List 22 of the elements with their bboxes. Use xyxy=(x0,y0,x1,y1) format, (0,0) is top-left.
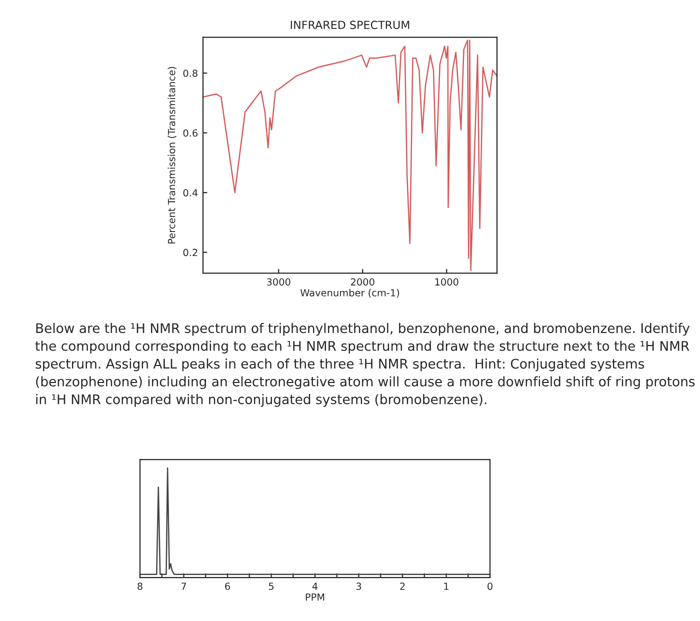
x-tick-label: 0 xyxy=(488,582,492,590)
line-series xyxy=(203,40,497,271)
y-tick-label: 0.6 xyxy=(183,129,198,137)
text: Below are the ¹H NMR spectrum of triphenylmethanol, benzophenone, and bromobenzene. Identify the compound corresponding to each ¹H NMR spectrum and draw the structure next to the ¹H NMR spectrum. Assign ALL peaks in each of the three ¹H NMR spectra. Hint: Conjugated systems (benzophenone) including an electronegative atom will cause a more downfield shift of ring protons in ¹H NMR compared with non-conjugated systems (bromobenzene). xyxy=(35,322,695,407)
x-tick-label: 2000 xyxy=(350,278,374,286)
x-tick-label: 7 xyxy=(181,582,186,590)
x-tick-label: 6 xyxy=(225,582,230,590)
y-tick-label: 0.4 xyxy=(183,189,198,196)
y-tick-label: 0.2 xyxy=(183,248,198,256)
x-tick-label: 8 xyxy=(138,582,142,590)
y-axis-title: Percent Transmission (Transmitance) xyxy=(168,66,176,244)
y-tick-label: 0.8 xyxy=(183,70,198,77)
x-tick-label: 1000 xyxy=(435,278,458,286)
x-tick-label: 4 xyxy=(312,582,318,590)
x-tick-label: 3000 xyxy=(266,278,290,286)
x-tick-label: 3 xyxy=(356,582,362,590)
x-tick-label: 5 xyxy=(268,582,274,590)
x-axis-title: Wavenumber (cm-1) xyxy=(300,288,400,298)
chart-title: INFRARED SPECTRUM xyxy=(290,20,410,30)
x-tick-label: 1 xyxy=(444,582,448,590)
x-axis-title: PPM xyxy=(306,593,324,601)
x-tick-label: 2 xyxy=(400,582,405,590)
